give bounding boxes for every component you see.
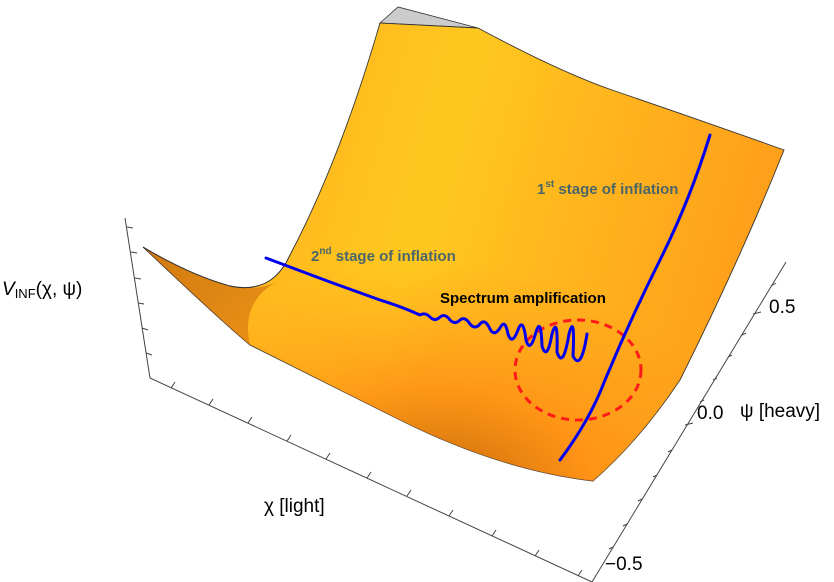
psi-axis-ticks xyxy=(608,282,777,550)
inflation-trajectory xyxy=(264,133,712,462)
chi-axis-ticks xyxy=(170,381,583,577)
spectrum-amplification-circle xyxy=(513,318,643,422)
y-tick-0.5: 0.5 xyxy=(769,297,796,318)
surface-left-fold xyxy=(143,247,280,345)
y-axis-label: ψ [heavy] xyxy=(740,401,821,422)
y-tick-0.0: 0.0 xyxy=(697,403,724,424)
annotation-spectrum-amplification: Spectrum amplification xyxy=(440,290,606,307)
annotation-stage1: 1st stage of inflation xyxy=(537,179,679,198)
z-axis-label-sub: INF xyxy=(14,286,36,301)
z-axis-label-main: V xyxy=(2,279,15,300)
axis-box xyxy=(124,217,787,582)
x-axis-label: χ [light] xyxy=(264,496,325,517)
z-axis-ticks xyxy=(126,226,153,356)
z-axis-label: VINF(χ, ψ) xyxy=(2,279,82,301)
y-tick-neg0.5: −0.5 xyxy=(605,554,643,575)
annotation-stage2: 2nd stage of inflation xyxy=(311,246,456,265)
z-axis-label-args: (χ, ψ) xyxy=(35,279,83,300)
